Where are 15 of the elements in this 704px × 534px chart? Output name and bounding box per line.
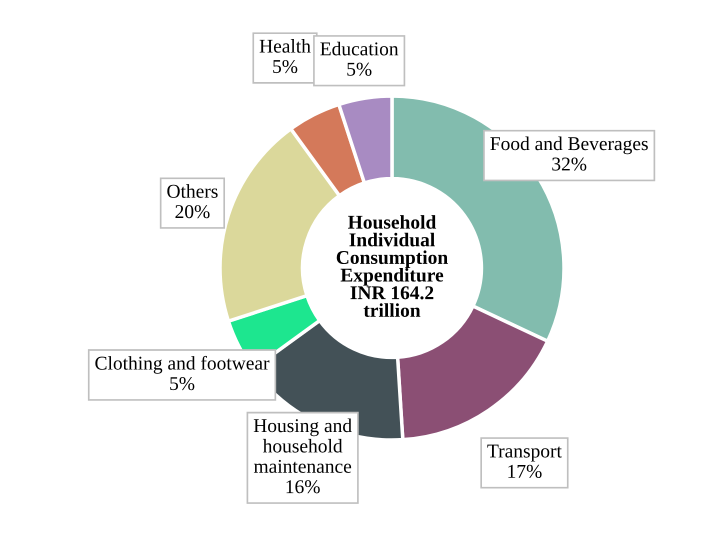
slice-label: Transport: [487, 444, 562, 462]
data-label: 5%: [347, 62, 372, 76]
data-label: 16%: [286, 480, 320, 494]
slice-label: Health: [260, 39, 311, 53]
data-label: 20%: [175, 205, 210, 218]
data-label: 32%: [552, 158, 586, 171]
data-label: 5%: [273, 60, 298, 74]
slice-label: Food and Beverages: [490, 136, 648, 154]
slice-label: Others: [167, 184, 218, 198]
text: Household Individual Consumption Expenditure INR 164.2 trillion: [336, 215, 448, 317]
data-label: 17%: [508, 464, 542, 478]
slice-label: Education: [320, 42, 398, 56]
slice-label: Housing and household maintenance: [254, 418, 352, 473]
slice-label: Clothing and footwear: [95, 356, 270, 374]
data-label: 5%: [170, 377, 194, 390]
